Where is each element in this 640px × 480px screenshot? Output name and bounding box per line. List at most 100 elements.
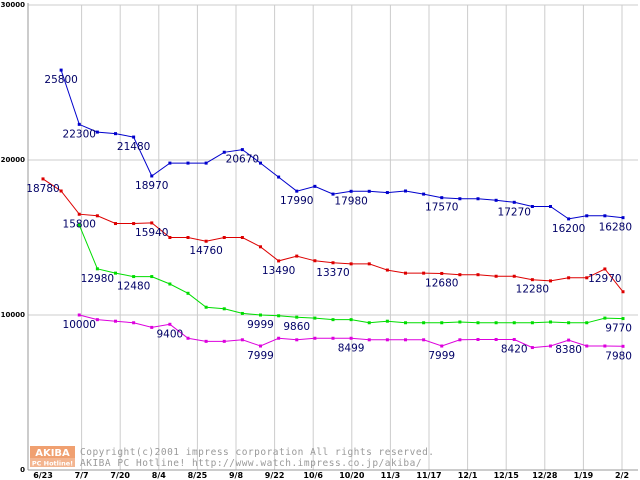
data-label: 17980 xyxy=(334,195,367,207)
series-3-point xyxy=(567,338,571,342)
data-label: 25800 xyxy=(44,74,77,86)
axes xyxy=(27,3,638,471)
series-2-point xyxy=(567,321,571,325)
series-1-point xyxy=(114,222,117,226)
y-axis-ticks: 0 10000 20000 30000 xyxy=(1,1,25,474)
data-label: 15940 xyxy=(135,227,168,239)
series-0-point xyxy=(367,189,371,193)
series-0-point xyxy=(168,161,172,165)
x-tick-label: 10/20 xyxy=(339,471,365,480)
series-0-point xyxy=(530,205,534,208)
series-0-point xyxy=(240,148,244,152)
series-1-point xyxy=(422,271,426,275)
series-3-point xyxy=(259,344,262,348)
x-tick-label: 7/7 xyxy=(75,471,89,480)
series-2-point xyxy=(422,321,426,325)
series-1-point xyxy=(567,276,571,280)
series-0-point xyxy=(422,192,426,196)
series-1-point xyxy=(385,268,389,272)
series-1-point xyxy=(621,290,625,294)
series-3-point xyxy=(186,336,190,340)
series-2-point xyxy=(168,282,172,286)
series-2-point xyxy=(349,318,353,322)
x-tick-label: 8/25 xyxy=(188,471,208,480)
copyright-line-2: AKIBA PC Hotline! http://www.watch.impre… xyxy=(80,458,422,469)
series-0-point xyxy=(567,217,571,221)
series-2-point xyxy=(331,318,335,322)
data-label: 7999 xyxy=(428,350,455,362)
series-0-point xyxy=(549,205,552,208)
series-2-point xyxy=(204,305,208,309)
series-1-point xyxy=(186,236,190,239)
series-3-point xyxy=(277,336,281,340)
data-label: 15800 xyxy=(63,218,96,230)
series-points xyxy=(41,68,625,350)
series-0-line xyxy=(60,69,624,220)
series-2-point xyxy=(530,321,534,325)
series-2-point xyxy=(621,317,625,321)
series-2-point xyxy=(440,321,444,325)
series-3-point xyxy=(240,338,244,342)
series-3-point xyxy=(95,318,99,322)
data-label: 18970 xyxy=(135,180,168,192)
series-3-point xyxy=(404,338,407,342)
series-2-point xyxy=(132,275,136,279)
series-0-point xyxy=(331,192,335,196)
series-0-point xyxy=(277,175,281,179)
x-tick-label: 11/17 xyxy=(416,471,441,480)
series-3-point xyxy=(621,344,625,348)
series-0-point xyxy=(494,198,498,202)
series-0-point xyxy=(204,161,208,165)
series-3-point xyxy=(549,344,552,348)
series-1-point xyxy=(367,262,371,266)
series-3-point xyxy=(168,322,172,326)
series-1-point xyxy=(259,245,262,249)
series-2-point xyxy=(494,321,498,325)
series-0-point xyxy=(186,161,190,165)
data-label: 13370 xyxy=(316,267,349,279)
series-3-point xyxy=(440,344,444,348)
series-1-point xyxy=(277,259,281,263)
series-1-point xyxy=(150,221,154,225)
series-3-point xyxy=(603,344,607,348)
data-label: 17990 xyxy=(280,195,313,207)
series-2-point xyxy=(313,316,317,320)
series-0-point xyxy=(222,150,226,154)
series-1-point xyxy=(331,261,335,265)
series-0-point xyxy=(440,196,444,200)
series-1-point xyxy=(404,271,407,275)
series-1-point xyxy=(41,177,45,181)
x-tick-label: 8/4 xyxy=(152,471,166,480)
series-1-point xyxy=(458,273,462,277)
series-2-point xyxy=(295,315,299,319)
x-tick-label: 12/1 xyxy=(458,471,478,480)
series-2-point xyxy=(585,321,589,325)
x-tick-label: 11/3 xyxy=(381,471,401,480)
x-tick-label: 7/20 xyxy=(110,471,130,480)
series-1-point xyxy=(204,239,208,243)
copyright-line-1: Copyright(c)2001 impress corporation All… xyxy=(80,447,435,458)
data-label: 20670 xyxy=(226,154,259,166)
series-1-point xyxy=(313,259,317,263)
series-3-point xyxy=(367,338,371,342)
series-3-point xyxy=(331,336,335,340)
x-tick-label: 12/28 xyxy=(532,471,558,480)
series-1-point xyxy=(168,236,172,239)
x-tick-label: 10/6 xyxy=(303,471,323,480)
series-2-point xyxy=(222,307,226,311)
series-3-point xyxy=(476,337,480,341)
series-2-point xyxy=(549,320,552,324)
series-0-point xyxy=(313,184,317,188)
series-0-point xyxy=(150,174,154,178)
series-0-point xyxy=(585,214,589,218)
series-0-point xyxy=(404,189,407,193)
series-1-point xyxy=(585,276,589,280)
series-2-point xyxy=(150,275,154,279)
y-tick-label: 30000 xyxy=(1,1,25,9)
series-1-point xyxy=(494,274,498,278)
series-2-point xyxy=(367,321,371,325)
data-label: 9860 xyxy=(283,321,310,333)
series-2-point xyxy=(186,291,190,295)
logo-bottom-text: PC Hotline! xyxy=(32,460,73,468)
